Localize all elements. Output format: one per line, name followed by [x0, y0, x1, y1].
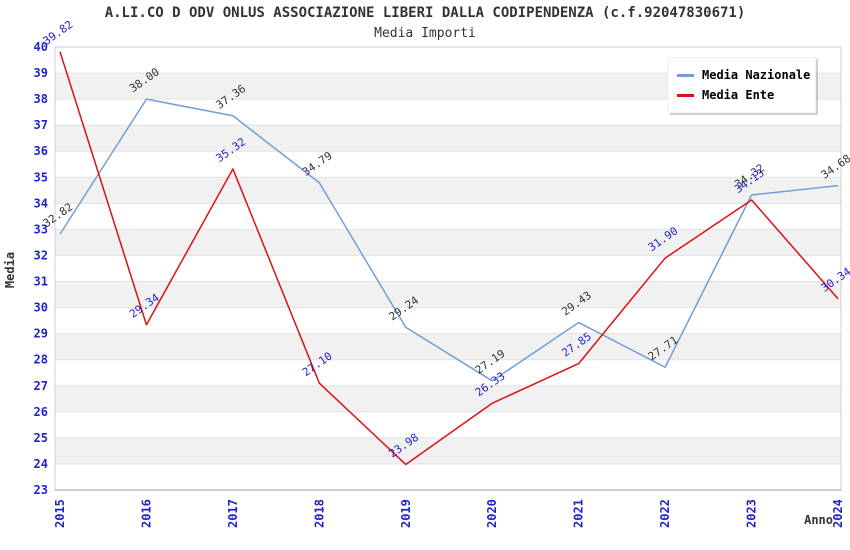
y-tick-label: 25: [34, 431, 48, 445]
grid-band: [55, 385, 841, 412]
x-tick-label: 2019: [399, 499, 413, 528]
y-axis-title: Media: [3, 252, 17, 288]
y-tick-label: 23: [34, 483, 48, 497]
legend-line-swatch-blue-icon: [677, 73, 694, 77]
grid-band: [55, 177, 841, 204]
x-tick-label: 2024: [831, 499, 845, 528]
x-axis-title: Anno: [804, 513, 833, 527]
y-tick-label: 27: [34, 379, 48, 393]
x-tick-label: 2021: [572, 499, 586, 528]
x-tick-label: 2018: [312, 499, 326, 528]
legend-label: Media Nazionale: [702, 68, 811, 82]
plot-border: [54, 46, 842, 491]
legend-label: Media Ente: [702, 88, 775, 102]
y-tick-label: 28: [34, 353, 48, 367]
y-tick-label: 39: [34, 66, 48, 80]
y-tick-label: 37: [34, 118, 48, 132]
y-tick-label: 38: [34, 92, 48, 106]
y-tick-label: 40: [34, 40, 48, 54]
legend-line-swatch-red-icon: [677, 93, 694, 97]
y-tick-label: 35: [34, 170, 48, 184]
chart-title: A.LI.CO D ODV ONLUS ASSOCIAZIONE LIBERI …: [104, 5, 746, 21]
y-tick-label: 33: [34, 222, 48, 236]
data-label: 34.79: [300, 149, 335, 179]
grid-band: [55, 333, 841, 360]
y-tick-label: 26: [34, 405, 48, 419]
legend-item-media-nazionale: Media Nazionale: [677, 65, 811, 85]
y-tick-label: 32: [34, 248, 48, 262]
chart-subtitle: Media Importi: [374, 26, 476, 41]
data-label: 39.82: [41, 18, 76, 48]
y-tick-label: 30: [34, 301, 48, 315]
grid-band: [55, 437, 841, 464]
grid-band: [55, 229, 841, 256]
series-line-media-ente: [59, 51, 839, 466]
legend: Media Nazionale Media Ente: [668, 57, 816, 113]
series-line-media-nazionale: [59, 98, 839, 382]
y-tick-label: 31: [34, 275, 48, 289]
grid-band: [55, 125, 841, 152]
grid-band: [55, 281, 841, 308]
y-tick-label: 24: [34, 457, 48, 471]
x-tick-label: 2022: [658, 499, 672, 528]
y-tick-label: 34: [34, 196, 48, 210]
y-tick-label: 29: [34, 327, 48, 341]
y-tick-label: 36: [34, 144, 48, 158]
legend-item-media-ente: Media Ente: [677, 85, 807, 105]
x-tick-label: 2023: [745, 499, 759, 528]
x-tick-label: 2015: [53, 499, 67, 528]
x-tick-label: 2020: [485, 499, 499, 528]
x-tick-label: 2016: [139, 499, 153, 528]
x-tick-label: 2017: [226, 499, 240, 528]
